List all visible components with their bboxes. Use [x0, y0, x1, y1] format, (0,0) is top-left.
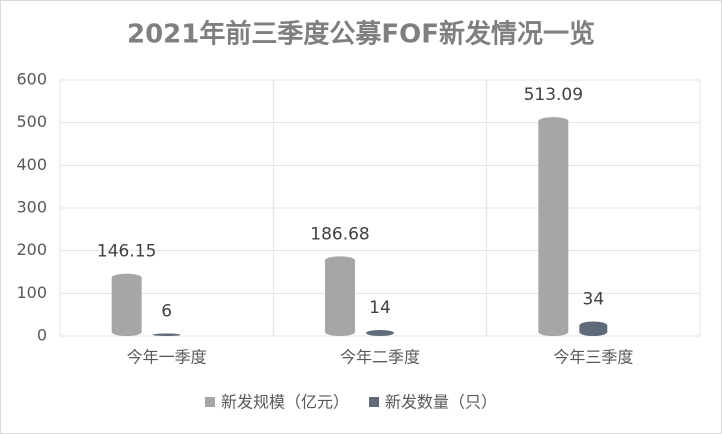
y-tick-label: 0: [37, 326, 47, 345]
data-label: 14: [369, 298, 391, 318]
x-tick-label: 今年三季度: [553, 348, 633, 367]
data-label: 186.68: [310, 224, 369, 244]
bar: [579, 321, 608, 336]
y-tick-label: 100: [16, 283, 47, 302]
y-tick-label: 400: [16, 155, 47, 174]
legend-marker: [205, 397, 215, 407]
y-tick-label: 200: [16, 240, 47, 259]
data-label: 146.15: [97, 242, 156, 262]
x-tick-label: 今年一季度: [127, 348, 207, 367]
chart-title: 2021年前三季度公募FOF新发情况一览: [127, 19, 595, 50]
bar: [152, 333, 181, 336]
y-tick-label: 300: [16, 198, 47, 217]
bar: [538, 117, 569, 336]
y-tick-label: 600: [16, 70, 47, 89]
legend-label: 新发数量（只）: [385, 393, 497, 412]
data-label: 513.09: [524, 85, 583, 105]
bar: [325, 256, 355, 336]
y-tick-label: 500: [16, 112, 47, 131]
data-label: 6: [161, 301, 172, 321]
bar: [366, 330, 394, 336]
x-tick-label: 今年二季度: [340, 348, 420, 367]
legend-label: 新发规模（亿元）: [221, 393, 349, 412]
data-label: 34: [583, 289, 605, 309]
legend-marker: [369, 397, 380, 407]
bar: [111, 273, 142, 336]
